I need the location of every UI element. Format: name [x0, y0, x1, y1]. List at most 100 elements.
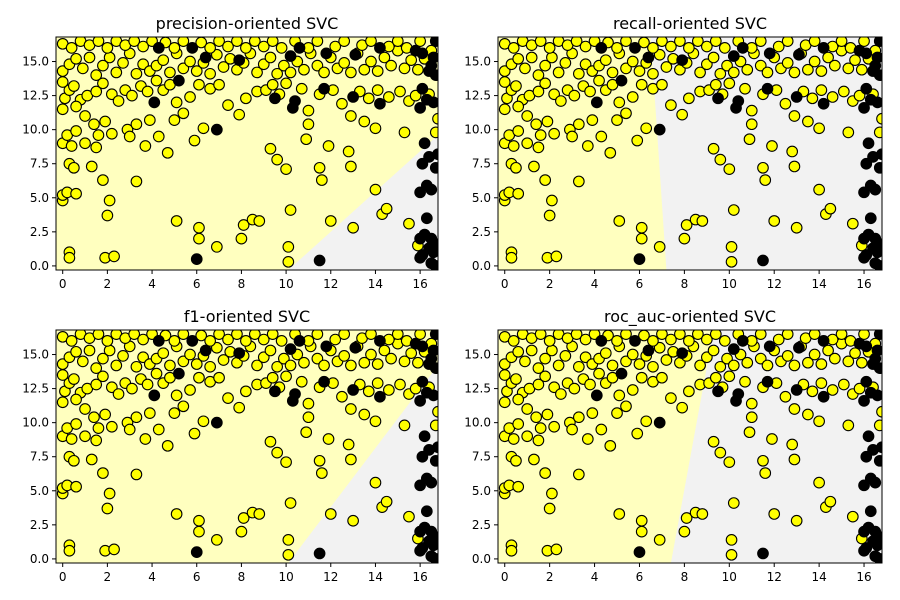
- point-class-0: [539, 174, 552, 186]
- point-class-0: [611, 335, 623, 347]
- point-class-0: [559, 350, 572, 362]
- point-class-0: [231, 37, 243, 47]
- point-class-0: [264, 435, 277, 448]
- point-class-0: [741, 63, 754, 76]
- point-class-1: [416, 450, 429, 463]
- point-class-0: [683, 42, 695, 54]
- point-class-1: [284, 343, 297, 355]
- point-class-0: [65, 140, 78, 152]
- point-class-0: [521, 110, 534, 122]
- point-class-0: [660, 354, 673, 366]
- points: [498, 330, 882, 563]
- point-class-0: [572, 360, 585, 373]
- point-class-0: [394, 378, 406, 391]
- x-tick-label: 0: [59, 570, 67, 584]
- point-class-0: [530, 411, 543, 424]
- point-class-0: [674, 330, 686, 340]
- point-class-0: [336, 97, 348, 110]
- point-class-0: [754, 330, 767, 340]
- point-class-0: [170, 96, 183, 109]
- point-class-0: [92, 330, 105, 340]
- y-tick-label: 10.0: [464, 123, 491, 137]
- point-class-0: [300, 133, 313, 146]
- point-class-0: [635, 525, 648, 538]
- point-class-0: [168, 42, 181, 54]
- x-tick-label: 10: [722, 277, 737, 291]
- point-class-0: [858, 37, 870, 47]
- chart-title: f1-oriented SVC: [184, 307, 310, 326]
- point-class-0: [103, 194, 116, 207]
- point-class-0: [626, 55, 639, 68]
- point-class-1: [633, 546, 646, 558]
- point-class-0: [70, 100, 82, 113]
- point-class-0: [345, 160, 357, 173]
- point-class-1: [427, 51, 438, 64]
- point-class-1: [793, 341, 805, 354]
- point-class-0: [105, 127, 118, 140]
- chart-title: precision-oriented SVC: [156, 14, 339, 33]
- point-class-0: [414, 330, 426, 340]
- x-tick-label: 4: [591, 570, 599, 584]
- x-tick-label: 2: [546, 570, 554, 584]
- point-class-0: [532, 378, 545, 391]
- point-class-0: [237, 219, 250, 231]
- point-class-0: [512, 187, 525, 200]
- point-class-0: [264, 142, 277, 155]
- point-class-0: [264, 344, 277, 357]
- point-class-0: [707, 435, 720, 448]
- point-class-1: [173, 367, 185, 380]
- point-class-0: [385, 352, 397, 365]
- point-class-1: [633, 253, 646, 265]
- y-tick-label: 2.5: [30, 518, 49, 532]
- point-class-0: [532, 85, 545, 98]
- y-tick-label: 12.5: [464, 382, 491, 396]
- point-class-1: [414, 395, 426, 407]
- point-class-0: [808, 348, 821, 361]
- point-class-0: [298, 63, 310, 76]
- point-class-0: [754, 37, 767, 47]
- point-class-0: [394, 85, 406, 98]
- point-class-0: [143, 407, 156, 419]
- point-class-0: [806, 385, 819, 398]
- point-class-0: [313, 454, 326, 467]
- y-tick-label: 7.5: [30, 450, 49, 464]
- point-class-0: [813, 183, 825, 196]
- point-class-1: [860, 157, 873, 170]
- point-class-0: [709, 371, 722, 384]
- point-class-0: [63, 544, 76, 557]
- point-class-0: [678, 232, 691, 245]
- point-class-0: [757, 454, 769, 467]
- x-tick-label: 14: [811, 570, 826, 584]
- point-class-0: [599, 54, 612, 67]
- point-class-0: [358, 63, 371, 76]
- point-class-0: [743, 426, 756, 439]
- point-class-1: [763, 47, 776, 60]
- point-class-0: [546, 51, 558, 64]
- point-class-0: [380, 202, 393, 215]
- point-class-0: [70, 187, 82, 200]
- point-class-1: [416, 375, 429, 388]
- point-class-0: [543, 502, 556, 515]
- point-class-0: [65, 433, 78, 445]
- y-tick-label: 10.0: [22, 123, 49, 137]
- point-class-0: [164, 359, 176, 372]
- point-class-0: [507, 140, 520, 152]
- point-class-1: [595, 335, 608, 347]
- point-class-1: [858, 102, 870, 114]
- x-tick-label: 2: [104, 277, 112, 291]
- point-class-0: [779, 390, 792, 403]
- point-class-0: [108, 250, 120, 263]
- point-class-0: [237, 512, 250, 524]
- point-class-0: [790, 514, 803, 527]
- point-class-0: [70, 418, 82, 430]
- point-class-0: [631, 427, 644, 440]
- point-class-1: [817, 42, 830, 54]
- point-class-0: [168, 114, 181, 126]
- point-class-0: [676, 108, 688, 121]
- point-class-0: [68, 80, 80, 92]
- point-class-0: [532, 69, 545, 82]
- point-class-0: [70, 52, 82, 65]
- point-class-0: [572, 118, 585, 131]
- point-class-0: [412, 63, 424, 76]
- point-class-0: [68, 373, 80, 385]
